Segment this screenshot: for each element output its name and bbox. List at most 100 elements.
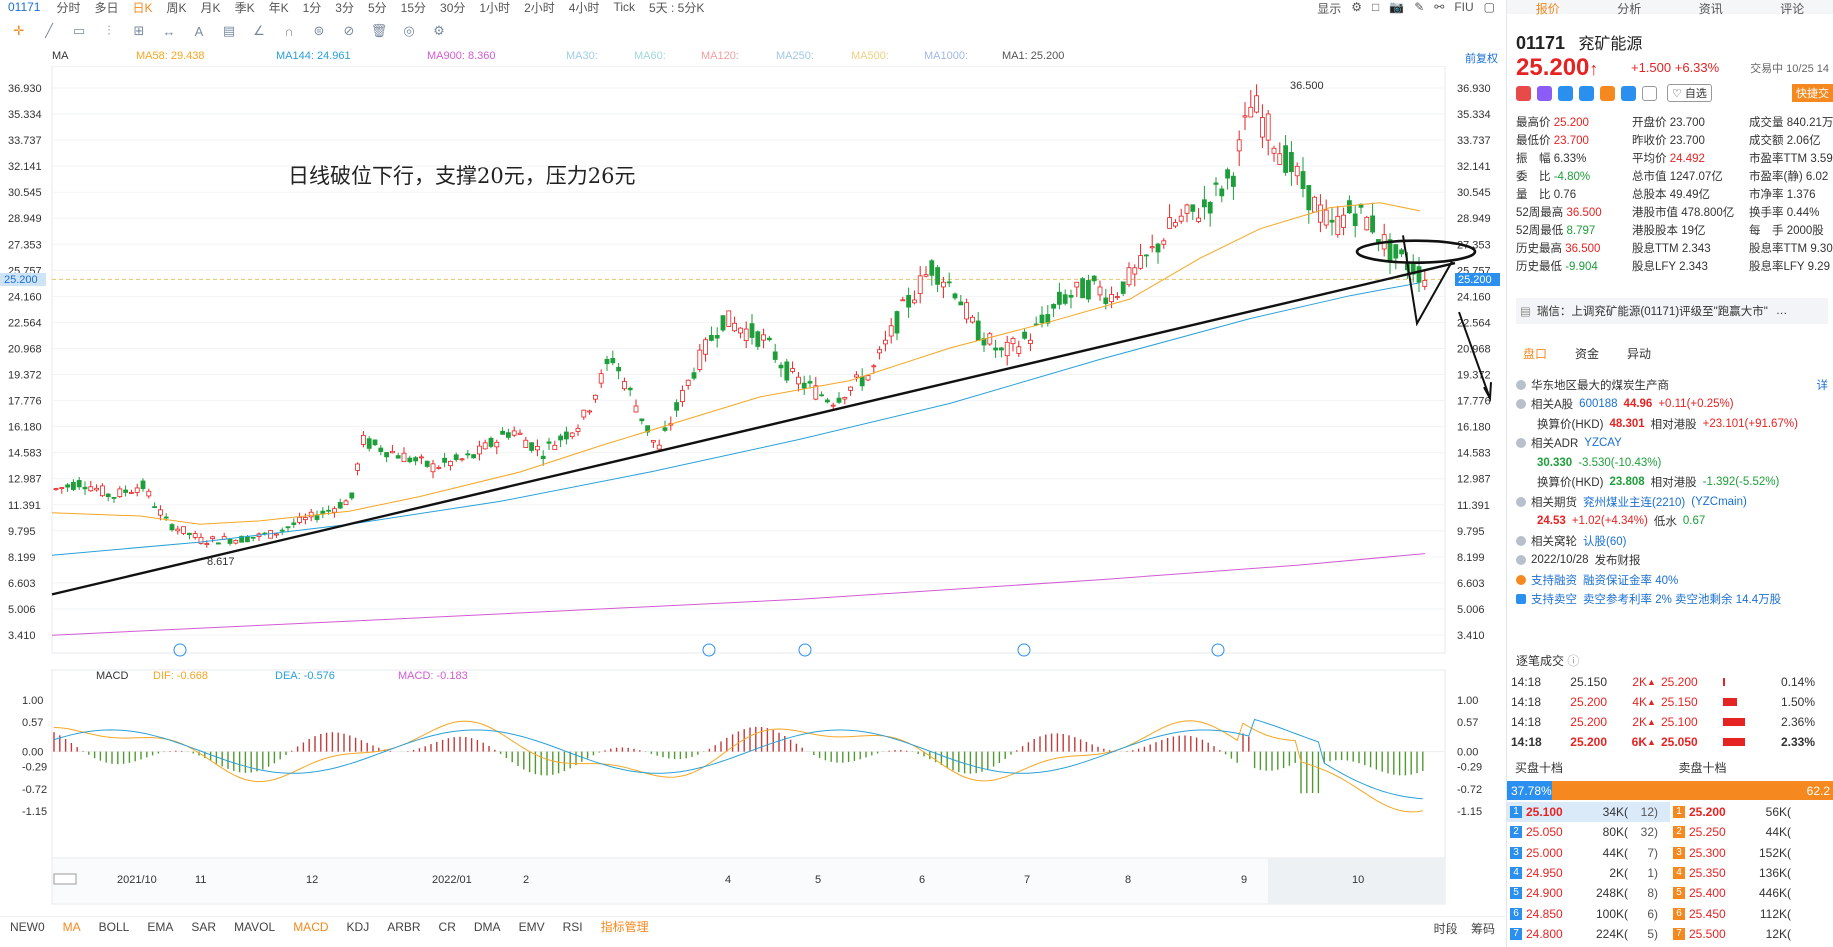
link-icon[interactable]: ⚯ xyxy=(1434,0,1445,14)
period-12[interactable]: 1小时 xyxy=(479,0,511,15)
delete-icon[interactable]: 🗑 xyxy=(370,23,388,38)
tab-comments[interactable]: 评论 xyxy=(1780,2,1805,16)
depth-row[interactable]: 7 24.800 224K(5) 7 25.500 12K( xyxy=(1507,924,1833,944)
sync-icon[interactable]: ⊜ xyxy=(313,23,325,38)
ma-legend-name[interactable]: MA xyxy=(52,50,69,62)
bid-level[interactable]: 4 24.950 2K(1) xyxy=(1507,863,1670,883)
indicator-cr[interactable]: CR xyxy=(438,919,456,934)
ask-level[interactable]: 6 25.450 112K( xyxy=(1670,903,1833,923)
ask-level[interactable]: 5 25.400 446K( xyxy=(1670,883,1833,903)
related-a-code[interactable]: 600188 xyxy=(1579,398,1618,411)
settings-icon[interactable]: ⚙ xyxy=(1351,0,1362,14)
hide-icon[interactable]: ⊘ xyxy=(343,23,355,38)
chart-annotation[interactable]: 日线破位下行，支撑20元，压力26元 xyxy=(288,164,635,188)
adjust-restore-button[interactable]: 前复权 xyxy=(1465,53,1498,65)
period-14[interactable]: 4小时 xyxy=(568,0,600,15)
period-11[interactable]: 30分 xyxy=(440,0,466,15)
kline-chart[interactable]: 36.930 36.930 35.334 35.334 33.737 33.737 32.1… xyxy=(0,66,1505,916)
comment-tool-icon[interactable]: ▤ xyxy=(222,23,236,38)
period-7[interactable]: 1分 xyxy=(302,0,322,15)
indicator-mavol[interactable]: MAVOL xyxy=(234,919,276,934)
indicator-boll[interactable]: BOLL xyxy=(98,919,130,934)
note-icon[interactable] xyxy=(1642,85,1657,101)
period-13[interactable]: 2小时 xyxy=(524,0,555,15)
order-book[interactable]: 1 25.100 34K(12) 1 25.200 56K(2 25.050 80K(32) 2… xyxy=(1507,802,1833,944)
indicator-ema[interactable]: EMA xyxy=(147,919,174,934)
bid-level[interactable]: 3 25.000 44K(7) xyxy=(1507,843,1670,863)
fiu-icon[interactable]: FIU xyxy=(1454,0,1474,14)
period-10[interactable]: 15分 xyxy=(400,0,427,15)
line-tool-icon[interactable]: ╱ xyxy=(45,23,53,38)
period-2[interactable]: 日K xyxy=(132,0,153,15)
period-5[interactable]: 季K xyxy=(234,0,255,15)
depth-row[interactable]: 2 25.050 80K(32) 2 25.250 44K( xyxy=(1507,822,1833,842)
bid-level[interactable]: 6 24.850 100K(6) xyxy=(1507,903,1670,923)
indicator-new0[interactable]: NEW0 xyxy=(10,919,45,934)
help-icon[interactable]: ⓘ xyxy=(1567,654,1580,668)
ask-level[interactable]: 7 25.500 12K( xyxy=(1670,924,1833,944)
visibility-icon[interactable]: ◎ xyxy=(403,23,415,38)
ruler-tool-icon[interactable]: ∠ xyxy=(253,23,265,38)
period-16[interactable]: 5天 : 5分K xyxy=(649,0,705,15)
camera-icon[interactable]: 📷 xyxy=(1389,0,1405,14)
draw-settings-icon[interactable]: ⚙ xyxy=(433,23,445,38)
bid-level[interactable]: 1 25.100 34K(12) xyxy=(1507,802,1670,823)
tab-analysis[interactable]: 分析 xyxy=(1617,2,1642,16)
tick-list[interactable]: 14:18 25.150 2K ▲ 25.200 0.14% 14:18 25.200 4K ▲ 2… xyxy=(1507,672,1833,752)
tab-funds[interactable]: 资金 xyxy=(1575,347,1600,361)
ask-level[interactable]: 3 25.300 152K( xyxy=(1670,843,1833,863)
depth-row[interactable]: 1 25.100 34K(12) 1 25.200 56K( xyxy=(1507,802,1833,823)
ask-level[interactable]: 1 25.200 56K( xyxy=(1670,802,1833,822)
depth-row[interactable]: 6 24.850 100K(6) 6 25.450 112K( xyxy=(1507,903,1833,923)
session-button[interactable]: 时段 xyxy=(1433,922,1458,936)
shape-tool-icon[interactable]: ▭ xyxy=(72,23,86,38)
tag-icon[interactable] xyxy=(1621,85,1636,101)
futures-code2[interactable]: (YZCmain) xyxy=(1691,495,1747,508)
option-icon[interactable] xyxy=(1579,85,1594,101)
crosshair-icon[interactable]: ✛ xyxy=(13,23,25,38)
indicator-emv[interactable]: EMV xyxy=(518,919,545,934)
indicator-macd[interactable]: MACD xyxy=(293,919,329,934)
short-icon[interactable] xyxy=(1558,85,1573,101)
depth-row[interactable]: 3 25.000 44K(7) 3 25.300 152K( xyxy=(1507,843,1833,863)
tab-news[interactable]: 资讯 xyxy=(1698,2,1723,16)
depth-row[interactable]: 4 24.950 2K(1) 4 25.350 136K( xyxy=(1507,863,1833,883)
chips-button[interactable]: 筹码 xyxy=(1470,922,1495,936)
indicator-sar[interactable]: SAR xyxy=(191,919,217,934)
period-6[interactable]: 年K xyxy=(268,0,289,15)
indicator-ma[interactable]: MA xyxy=(62,919,81,934)
tab-orderbook[interactable]: 盘口 xyxy=(1523,347,1548,361)
ask-level[interactable]: 4 25.350 136K( xyxy=(1670,863,1833,883)
rating-news[interactable]: ▤ 瑞信：上调兖矿能源(01171)评级至"跑赢大市" … xyxy=(1516,298,1828,324)
magnet-icon[interactable]: ∩ xyxy=(284,23,294,39)
stock-code-link[interactable]: 01171 xyxy=(8,0,41,14)
indicator-rsi[interactable]: RSI xyxy=(562,919,583,934)
indicator-kdj[interactable]: KDJ xyxy=(346,919,370,934)
bid-level[interactable]: 2 25.050 80K(32) xyxy=(1507,822,1670,842)
arrow-tool-icon[interactable]: ↔ xyxy=(162,23,176,39)
indicator-arbr[interactable]: ARBR xyxy=(387,919,421,934)
period-1[interactable]: 多日 xyxy=(94,0,119,15)
warrants-link[interactable]: 认股(60) xyxy=(1583,535,1627,548)
pen-icon[interactable]: ✎ xyxy=(1414,0,1425,14)
period-9[interactable]: 5分 xyxy=(367,0,387,15)
macd-legend-name[interactable]: MACD xyxy=(96,670,128,682)
related-adr-code[interactable]: YZCAY xyxy=(1584,437,1622,450)
period-8[interactable]: 3分 xyxy=(335,0,354,15)
bid-level[interactable]: 5 24.900 248K(8) xyxy=(1507,883,1670,903)
watchlist-button[interactable]: ♡ 自选 xyxy=(1667,84,1712,102)
hk-connect-icon[interactable] xyxy=(1516,85,1531,101)
channel-tool-icon[interactable]: ⊞ xyxy=(133,23,145,38)
text-tool-icon[interactable]: A xyxy=(194,23,204,39)
details-link[interactable]: 详 xyxy=(1816,379,1829,392)
tab-alerts[interactable]: 异动 xyxy=(1627,347,1652,361)
indicator-dma[interactable]: DMA xyxy=(473,919,501,934)
indicator-manage-button[interactable]: 指标管理 xyxy=(600,920,649,934)
futures-code[interactable]: 兖州煤业主连(2210) xyxy=(1583,496,1686,509)
fib-tool-icon[interactable]: ⫶ xyxy=(107,23,111,38)
period-4[interactable]: 月K xyxy=(200,0,221,15)
depth-row[interactable]: 5 24.900 248K(8) 5 25.400 446K( xyxy=(1507,883,1833,903)
quick-trade-button[interactable]: 快捷交 xyxy=(1792,84,1833,102)
window-icon[interactable]: ▢ xyxy=(1483,0,1495,14)
link-badge-icon[interactable] xyxy=(1600,85,1615,101)
